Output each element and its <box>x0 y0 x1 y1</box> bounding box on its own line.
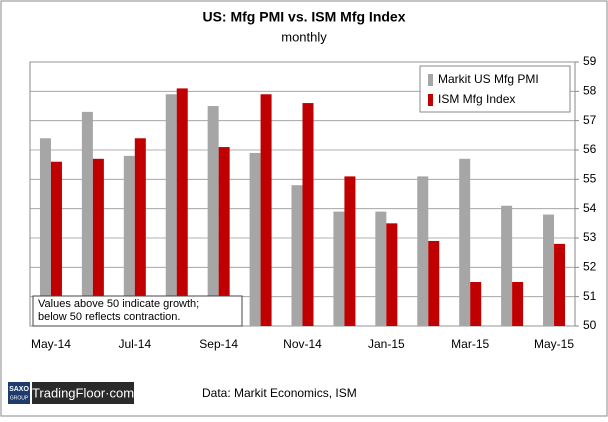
y-tick-label: 50 <box>583 318 597 332</box>
bar <box>333 211 345 326</box>
y-tick-label: 54 <box>583 201 597 215</box>
x-tick-label: Mar-15 <box>451 337 489 351</box>
bar <box>302 103 314 326</box>
annotation-box <box>32 295 243 327</box>
bar <box>207 106 219 326</box>
y-tick-label: 51 <box>583 289 597 303</box>
bar <box>218 147 230 326</box>
legend-label: ISM Mfg Index <box>438 92 515 106</box>
bar <box>249 152 261 326</box>
x-tick-label: Sep-14 <box>199 337 238 351</box>
bar <box>543 214 555 326</box>
y-tick-label: 57 <box>583 113 597 127</box>
bar <box>417 176 429 326</box>
bar <box>39 138 51 326</box>
bar <box>428 240 440 326</box>
legend-swatch <box>428 74 433 86</box>
bar <box>554 243 566 326</box>
bar <box>260 94 272 327</box>
bar <box>176 88 188 327</box>
plot: 50 51 52 53 54 55 56 57 58 59 May-14 Jul-14 Sep-14 No… <box>29 54 597 351</box>
x-tick-label: Jul-14 <box>118 337 151 351</box>
bar <box>501 205 513 326</box>
site-name: TradingFloor·com <box>32 385 134 400</box>
bar <box>50 161 62 326</box>
logo-text: GROUP <box>10 395 29 401</box>
site-badge <box>32 382 134 404</box>
bar <box>470 282 482 326</box>
x-tick-label: Nov-14 <box>283 337 322 351</box>
chart-subtitle: monthly <box>281 29 327 44</box>
y-tick-label: 53 <box>583 230 597 244</box>
bar <box>375 211 387 326</box>
legend-swatch <box>428 94 433 106</box>
logo-text: SAXO <box>9 386 29 393</box>
bar <box>291 185 303 326</box>
logo <box>8 382 30 404</box>
source: Data: Markit Economics, ISM <box>202 386 357 400</box>
x-tick-label: Jan-15 <box>368 337 405 351</box>
chart-title: US: Mfg PMI vs. ISM Mfg Index <box>202 9 405 25</box>
bar <box>81 111 93 326</box>
x-tick-label: May-15 <box>534 337 574 351</box>
bar <box>165 94 177 327</box>
annotation: below 50 reflects contraction. <box>38 311 180 323</box>
y-tick-label: 52 <box>583 260 597 274</box>
bar <box>512 282 524 326</box>
y-tick-label: 58 <box>583 84 597 98</box>
bar <box>386 223 398 326</box>
bar <box>92 158 104 326</box>
bar <box>459 158 471 326</box>
legend <box>419 65 571 113</box>
y-tick-label: 55 <box>583 172 597 186</box>
y-tick-label: 56 <box>583 142 597 156</box>
legend-label: Markit US Mfg PMI <box>438 72 539 86</box>
bar <box>134 138 146 326</box>
y-tick-label: 59 <box>583 54 597 68</box>
bar <box>123 155 135 326</box>
x-tick-label: May-14 <box>31 337 71 351</box>
annotation: Values above 50 indicate growth; <box>38 298 199 310</box>
bar <box>344 176 356 326</box>
